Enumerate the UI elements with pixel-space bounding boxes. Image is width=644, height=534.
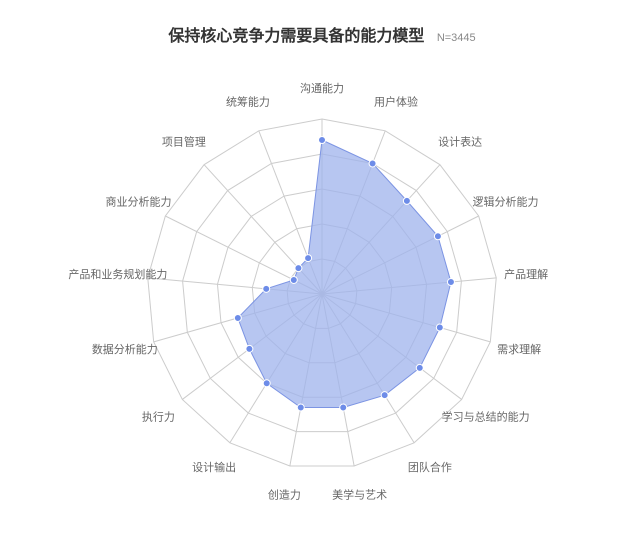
chart-subtitle: N=3445	[437, 32, 476, 44]
data-point	[416, 364, 423, 371]
data-point	[234, 314, 241, 321]
axis-label: 数据分析能力	[92, 342, 158, 356]
chart-svg-wrap: 沟通能力用户体验设计表达逻辑分析能力产品理解需求理解学习与总结的能力团队合作美学…	[0, 54, 644, 534]
data-point	[297, 404, 304, 411]
data-point	[305, 255, 312, 262]
axis-label: 沟通能力	[300, 81, 344, 95]
data-point	[295, 265, 302, 272]
axis-label: 统筹能力	[226, 95, 270, 109]
radar-svg: 沟通能力用户体验设计表达逻辑分析能力产品理解需求理解学习与总结的能力团队合作美学…	[0, 54, 644, 534]
data-point	[436, 324, 443, 331]
axis-label: 设计输出	[192, 460, 236, 474]
axis-label: 需求理解	[497, 342, 541, 356]
axis-label: 产品和业务规划能力	[68, 267, 167, 281]
axis-label: 项目管理	[162, 134, 206, 148]
axis-label: 用户体验	[374, 95, 418, 109]
title-row: 保持核心竞争力需要具备的能力模型 N=3445	[0, 22, 644, 46]
data-point	[246, 345, 253, 352]
axis-label: 商业分析能力	[105, 195, 171, 209]
radar-chart-container: 保持核心竞争力需要具备的能力模型 N=3445 沟通能力用户体验设计表达逻辑分析…	[0, 0, 644, 524]
data-point	[381, 392, 388, 399]
data-point	[434, 233, 441, 240]
axis-label: 产品理解	[504, 267, 548, 281]
axis-label: 创造力	[268, 487, 301, 501]
axis-label: 执行力	[142, 409, 175, 423]
axis-label: 逻辑分析能力	[473, 195, 539, 209]
chart-title: 保持核心竞争力需要具备的能力模型	[168, 28, 424, 45]
data-point	[263, 380, 270, 387]
axis-label: 设计表达	[438, 134, 482, 148]
axis-label: 团队合作	[408, 460, 452, 474]
data-point	[369, 160, 376, 167]
data-point	[263, 285, 270, 292]
data-point	[290, 276, 297, 283]
data-point	[403, 197, 410, 204]
axis-label: 学习与总结的能力	[442, 409, 530, 423]
data-point	[340, 404, 347, 411]
axis-label: 美学与艺术	[332, 487, 387, 501]
data-point	[447, 279, 454, 286]
data-point	[319, 137, 326, 144]
